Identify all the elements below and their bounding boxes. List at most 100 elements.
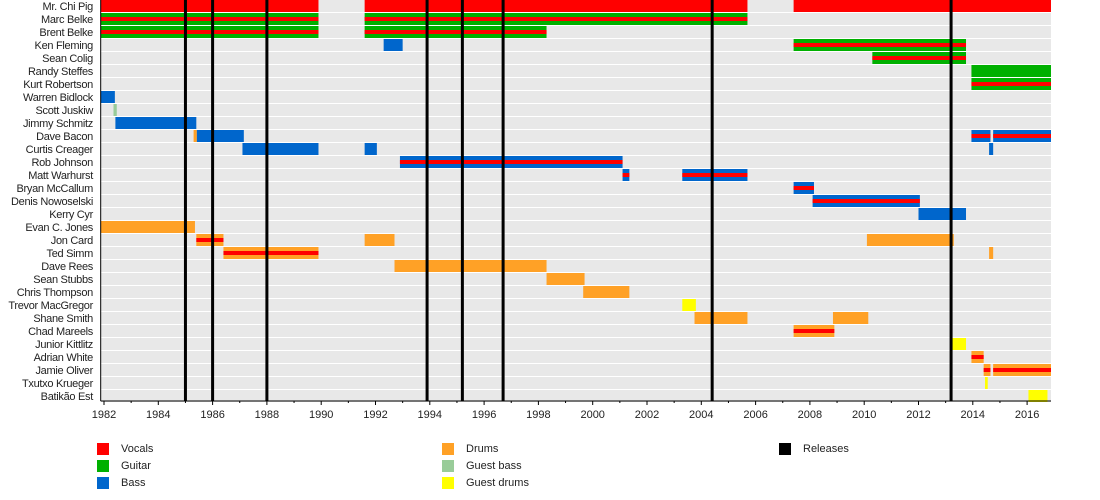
legend-item-guitar: Guitar <box>97 460 151 472</box>
bar-vocals <box>100 0 319 12</box>
bar-bass <box>115 117 197 129</box>
x-tick-label: 1982 <box>92 409 116 421</box>
member-name: Ken Fleming <box>35 40 94 52</box>
row-background <box>100 182 1051 194</box>
member-name: Matt Warhurst <box>28 170 93 182</box>
member-name: Txutxo Krueger <box>22 378 94 390</box>
member-name: Marc Belke <box>41 14 93 26</box>
legend: Vocals Guitar Bass Drums Guest bass Gues… <box>0 442 1100 497</box>
row-background <box>100 377 1051 389</box>
row-background <box>100 299 1051 311</box>
member-name: Evan C. Jones <box>25 222 93 234</box>
release-lines <box>183 0 953 401</box>
release-line <box>425 0 429 401</box>
member-name: Ted Simm <box>47 248 94 260</box>
legend-item-bass: Bass <box>97 477 145 489</box>
member-name: Warren Bidlock <box>23 92 94 104</box>
member-name: Dave Rees <box>41 261 94 273</box>
bar-vocals-stripe <box>812 199 920 203</box>
member-name: Scott Juskiw <box>35 105 93 117</box>
bar-drums <box>583 286 630 298</box>
member-name: Jimmy Schmitz <box>23 118 93 130</box>
release-line <box>183 0 187 401</box>
x-tick-label: 1988 <box>255 409 279 421</box>
member-name: Kurt Robertson <box>23 79 93 91</box>
member-name: Jon Card <box>51 235 93 247</box>
bar-vocals-stripe <box>364 17 748 21</box>
x-tick-label: 1986 <box>200 409 224 421</box>
legend-label: Guest bass <box>466 460 522 472</box>
bar-guest_drums <box>682 299 696 311</box>
bar-guest_bass <box>113 104 117 116</box>
x-tick-label: 2008 <box>798 409 822 421</box>
bar-vocals-stripe <box>793 329 835 333</box>
bar-vocals-stripe <box>971 134 991 138</box>
bar-vocals-stripe <box>971 82 1051 86</box>
legend-item-guest-drums: Guest drums <box>442 477 529 489</box>
row-background <box>100 247 1051 259</box>
x-tick-label: 2004 <box>689 409 713 421</box>
legend-swatch-releases <box>779 443 791 455</box>
legend-item-releases: Releases <box>779 443 849 455</box>
bar-bass <box>100 91 115 103</box>
bar-guest_drums <box>1028 390 1048 402</box>
bar-vocals-stripe <box>971 355 984 359</box>
bar-bass <box>196 130 244 142</box>
x-axis: 1982 1984 1986 1988 1990 1992 1994 1996 1998 2000… <box>92 0 1051 421</box>
bar-bass <box>242 143 319 155</box>
row-background <box>100 65 1051 77</box>
row-background <box>100 117 1051 129</box>
bar-vocals-stripe <box>100 17 319 21</box>
row-background <box>100 143 1051 155</box>
legend-label: Guest drums <box>466 477 529 489</box>
x-tick-label: 2016 <box>1015 409 1039 421</box>
legend-item-guest-bass: Guest bass <box>442 460 522 472</box>
bar-vocals-stripe <box>872 56 967 60</box>
row-background <box>100 104 1051 116</box>
release-line <box>460 0 464 401</box>
bar-vocals-stripe <box>793 43 967 47</box>
bar-vocals-stripe <box>399 160 623 164</box>
legend-item-vocals: Vocals <box>97 443 153 455</box>
bar-vocals-stripe <box>993 134 1051 138</box>
bar-vocals-stripe <box>196 238 224 242</box>
legend-swatch-guest-bass <box>442 460 454 472</box>
legend-item-drums: Drums <box>442 443 498 455</box>
member-name: Brent Belke <box>39 27 93 39</box>
member-name: Trevor MacGregor <box>8 300 93 312</box>
bar-bass <box>383 39 403 51</box>
member-name: Shane Smith <box>33 313 93 325</box>
release-line <box>949 0 953 401</box>
member-name: Randy Steffes <box>28 66 94 78</box>
x-tick-label: 1984 <box>146 409 170 421</box>
bar-drums <box>546 273 585 285</box>
x-tick-label: 2014 <box>961 409 985 421</box>
member-name: Rob Johnson <box>31 157 93 169</box>
row-background <box>100 91 1051 103</box>
membership-bars <box>100 0 1051 402</box>
row-background <box>100 26 1051 38</box>
member-name: Curtis Creager <box>26 144 94 156</box>
x-tick-label: 2000 <box>580 409 604 421</box>
x-tick-label: 1996 <box>472 409 496 421</box>
bar-bass <box>989 143 994 155</box>
bar-vocals-stripe <box>983 368 991 372</box>
legend-swatch-bass <box>97 477 109 489</box>
legend-label: Guitar <box>121 460 151 472</box>
member-name: Dave Bacon <box>36 131 93 143</box>
row-background <box>100 312 1051 324</box>
legend-label: Vocals <box>121 443 154 455</box>
bar-vocals-stripe <box>100 30 319 34</box>
member-name: Batikão Est <box>41 391 94 403</box>
member-name: Kerry Cyr <box>49 209 93 221</box>
legend-swatch-vocals <box>97 443 109 455</box>
x-tick-label: 2010 <box>852 409 876 421</box>
row-background <box>100 169 1051 181</box>
bar-bass <box>918 208 967 220</box>
release-line <box>710 0 714 401</box>
row-background <box>100 338 1051 350</box>
member-name: Sean Colig <box>42 53 93 65</box>
row-background <box>100 390 1051 402</box>
bar-vocals-stripe <box>793 186 814 190</box>
